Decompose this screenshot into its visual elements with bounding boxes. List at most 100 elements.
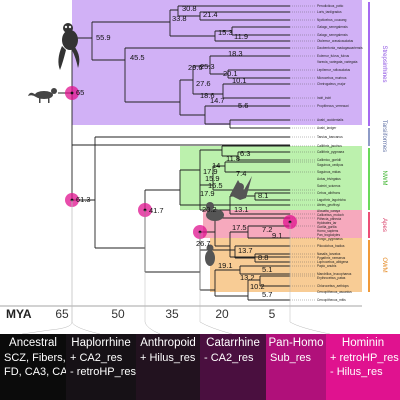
species-label: Lepilemur_ruficaudatus [317, 68, 351, 72]
age-label: 17.9 [200, 189, 215, 198]
species-label: Pygathrix_nemaeus [317, 256, 346, 260]
age-label: 17.9 [203, 167, 218, 176]
species-label: Cebus_albifrons [317, 191, 340, 195]
age-label: 11.8 [226, 154, 240, 163]
species-label: Erythrocebus_patas [317, 276, 346, 280]
age-label: 13.2 [240, 273, 255, 282]
species-labels: Perodicticus_potto Loris_tardigradus Nyc… [317, 4, 363, 302]
species-label: Perodicticus_potto [317, 4, 343, 8]
axis-tick-label: 5 [269, 307, 276, 321]
time-axis: MYA 65 50 35 20 5 [0, 305, 362, 321]
age-label: 41.7 [149, 206, 164, 215]
key-nwm [368, 148, 370, 210]
species-label: Daubentonia_madagascariensis [317, 46, 363, 50]
segment-ancestral: Ancestral SCZ, Fibers, FD, CA3, CA1 [0, 334, 66, 400]
species-label: Nasalis_larvatus [317, 252, 341, 256]
age-label: 65 [76, 88, 84, 97]
species-label: Indri_indri [317, 96, 331, 100]
axis-tick-label: 50 [111, 307, 125, 321]
species-label: Pongo_pygmaeus [317, 237, 343, 241]
tree-branches [58, 5, 316, 301]
species-label: Pilocolobus_badius [317, 244, 345, 248]
axis-label: MYA [6, 307, 32, 321]
species-label: Homo_sapiens [317, 229, 339, 233]
age-label: 10.2 [250, 282, 265, 291]
age-label: 29.6 [188, 63, 203, 72]
key-strepsirrhines [368, 2, 370, 126]
age-label: 20.2 [202, 205, 217, 214]
spider-monkey-silhouette-icon [230, 176, 252, 200]
age-label: 45.5 [130, 53, 145, 62]
apes-band [203, 210, 362, 238]
strepsirrhines-band [72, 0, 362, 125]
age-label: 7.4 [236, 169, 246, 178]
age-label: 19.1 [218, 261, 233, 270]
segment-line: - Hilus_res [330, 366, 383, 378]
species-label: Propithecus_verreauxi [317, 104, 349, 108]
age-label: 15.9 [205, 174, 220, 183]
age-label: 5.7 [262, 290, 272, 299]
segment-line: + Hilus_res [140, 352, 196, 364]
species-label: Varecia_variegata_variegata [317, 60, 358, 64]
age-label: 7.2 [262, 225, 272, 234]
species-label: Aotus_trivirgatus [317, 177, 341, 181]
species-label: Cercopithecus_mitis [317, 298, 346, 302]
species-label: Gorilla_gorilla [317, 225, 337, 229]
segment-line: SCZ, Fibers, [4, 352, 66, 364]
age-label: 61.3 [76, 195, 91, 204]
age-label: 55.9 [96, 33, 111, 42]
segment-title: Pan-Homo [268, 337, 324, 349]
clade-label-apes: Apes [381, 218, 387, 232]
species-label: Lagothrix_lagotricha [317, 198, 346, 202]
species-label: Callimico_goeldii [317, 158, 341, 162]
segment-pan-homo: Pan-Homo Sub_res [266, 334, 326, 400]
age-label: 18.6 [200, 91, 215, 100]
species-label: Ateles_geoffroyi [317, 203, 340, 207]
axis-tick-label: 35 [165, 307, 179, 321]
node-age-labels: 30.8 21.4 33.8 55.9 15.3 11.9 45.5 18.3 … [76, 4, 282, 299]
species-label: Avahi_laniger [317, 126, 337, 130]
axis-tick-label: 20 [215, 307, 229, 321]
age-label: 20.1 [223, 69, 238, 78]
age-label: 30.8 [182, 4, 197, 13]
age-label: 6.3 [240, 149, 250, 158]
segment-line: + CA2_res [70, 352, 123, 364]
segment-title: Ancestral [9, 337, 57, 349]
age-label: 10.1 [232, 76, 247, 85]
clade-label-owm: OWM [381, 257, 387, 272]
species-label: Nycticebus_coucang [317, 18, 347, 22]
age-label: 9.1 [272, 231, 282, 240]
segment-line: FD, CA3, CA1 [4, 366, 66, 378]
age-label: 16.5 [208, 181, 223, 190]
segment-title: Anthropoid [140, 337, 196, 349]
species-label: Pithecia_pithecia [317, 217, 341, 221]
species-label: Otolemur_crassicaudatus [317, 39, 354, 43]
species-label: Galago_senegalensis [317, 25, 348, 29]
segment-haplorrhine: Haplorrhine + CA2_res - retroHP_res [66, 334, 136, 400]
key-apes [368, 212, 370, 238]
age-label: 25.3 [200, 62, 215, 71]
species-label: Pan_troglodytes [317, 233, 340, 237]
segment-line: Sub_res [270, 352, 311, 364]
segment-catarrhine: Catarrhine - CA2_res [200, 334, 266, 400]
species-label: Loris_tardigradus [317, 10, 342, 14]
clade-label-nwm: NWM [381, 171, 387, 186]
species-label: Papio_anubis [317, 264, 337, 268]
segment-line: - retroHP_res [70, 366, 136, 378]
monkey-silhouette-icon [58, 23, 80, 70]
age-label: 18.3 [228, 49, 243, 58]
species-label: Lophocebus_albigena [317, 260, 348, 264]
species-label: Eulemur_fulvus_fulvus [317, 54, 349, 58]
species-label: Saguinus_midas [317, 170, 341, 174]
age-label: 27.6 [196, 79, 211, 88]
nwm-band [180, 146, 362, 210]
age-label: 8.8 [258, 253, 268, 262]
clade-label-strepsirrhines: Strepsirrhines [381, 45, 387, 82]
species-label: Saimiri_sciureus [317, 184, 341, 188]
age-label: 8.1 [258, 191, 268, 200]
segment-hominin: Hominin + retroHP_res - Hilus_res [326, 334, 400, 400]
species-label: Avahi_occidentalis [317, 118, 344, 122]
species-label: Callicebus_moloch [317, 213, 344, 217]
species-label: Galago_senegalensis [317, 33, 348, 37]
